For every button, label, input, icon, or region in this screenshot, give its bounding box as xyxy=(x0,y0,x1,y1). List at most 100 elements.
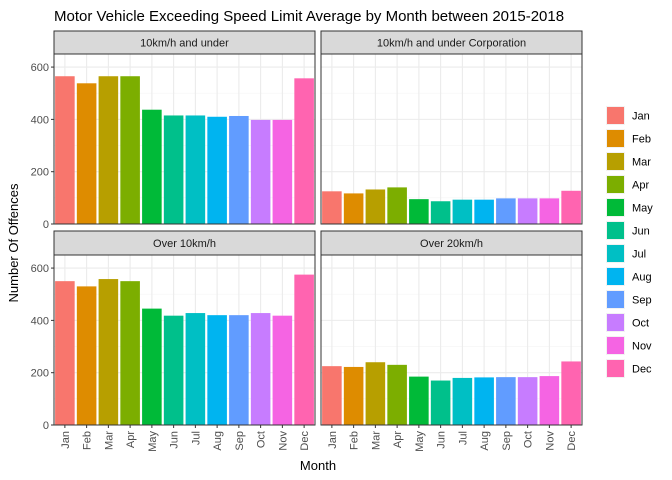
bar xyxy=(76,286,97,425)
panel-background xyxy=(54,54,315,224)
legend-label: Jan xyxy=(632,111,650,123)
x-tick-label: Feb xyxy=(349,431,361,450)
bar xyxy=(452,377,473,425)
x-tick-label: Jul xyxy=(190,431,202,445)
facet-panel: Over 10km/h 0 200 400 600 Jan Feb Mar Apr May Jun J… xyxy=(31,230,316,452)
bar xyxy=(496,198,516,224)
bar xyxy=(496,377,516,425)
bar xyxy=(98,279,119,425)
y-tick-label: 0 xyxy=(43,420,49,432)
x-axis-title: Month xyxy=(300,458,336,473)
x-tick-label: May xyxy=(414,431,426,452)
bar xyxy=(76,83,97,225)
legend-key xyxy=(607,360,624,377)
facet-panel: Over 20km/h Jan Feb Mar Apr May Jun Jul Aug Sep Oc… xyxy=(320,230,583,452)
x-tick-label: Jun xyxy=(169,431,181,449)
bar xyxy=(517,198,538,224)
x-tick-label: Feb xyxy=(82,431,94,450)
bar xyxy=(294,274,314,425)
legend-label: Mar xyxy=(632,157,651,169)
x-tick-label: Sep xyxy=(234,431,246,451)
bar xyxy=(452,199,473,224)
legend-key xyxy=(607,153,624,170)
facet-strip-label: 10km/h and under Corporation xyxy=(377,38,526,50)
bar xyxy=(163,115,184,224)
bar xyxy=(561,190,581,224)
bar xyxy=(387,364,407,425)
y-tick-label: 200 xyxy=(31,368,49,380)
x-tick-label: May xyxy=(147,431,159,452)
bar xyxy=(343,193,364,224)
bar xyxy=(120,281,140,425)
x-tick-label: Jan xyxy=(327,431,339,449)
bar xyxy=(163,315,184,425)
legend-key xyxy=(607,199,624,216)
bar xyxy=(474,199,494,224)
bar xyxy=(120,76,140,224)
bar xyxy=(365,362,386,425)
panel-background xyxy=(321,54,582,224)
bar xyxy=(539,376,560,425)
facet-strip-label: Over 10km/h xyxy=(153,238,216,250)
legend-key xyxy=(607,130,624,147)
bar xyxy=(229,115,249,224)
legend-key xyxy=(607,107,624,124)
bar xyxy=(430,201,451,224)
x-tick-label: Dec xyxy=(566,431,578,451)
bar xyxy=(409,376,429,425)
chart-title: Motor Vehicle Exceeding Speed Limit Aver… xyxy=(54,8,564,25)
legend-label: Feb xyxy=(632,134,651,146)
bar xyxy=(272,315,293,425)
x-tick-label: Nov xyxy=(544,431,556,451)
bar xyxy=(474,377,494,425)
legend-key xyxy=(607,176,624,193)
y-tick-label: 600 xyxy=(31,62,49,74)
bar xyxy=(343,366,364,425)
x-tick-label: Nov xyxy=(277,431,289,451)
x-tick-label: Oct xyxy=(256,431,268,448)
legend-label: Apr xyxy=(632,180,649,192)
bar xyxy=(272,119,293,224)
legend-label: Nov xyxy=(632,341,652,353)
bar xyxy=(55,281,75,425)
y-tick-label: 400 xyxy=(31,315,49,327)
bar xyxy=(365,189,386,224)
bar xyxy=(387,187,407,224)
legend-label: Dec xyxy=(632,364,652,376)
y-tick-label: 600 xyxy=(31,263,49,275)
x-tick-label: Jan xyxy=(60,431,72,449)
x-tick-label: Aug xyxy=(212,431,224,451)
bar xyxy=(322,191,342,224)
panel-border xyxy=(320,53,583,225)
bar xyxy=(430,380,451,425)
x-tick-label: Apr xyxy=(125,431,137,448)
bar xyxy=(207,315,227,425)
bar xyxy=(517,377,538,425)
x-tick-label: Aug xyxy=(479,431,491,451)
legend-label: Sep xyxy=(632,295,652,307)
legend-key xyxy=(607,337,624,354)
y-tick-label: 400 xyxy=(31,114,49,126)
bar xyxy=(142,109,162,224)
panel-border xyxy=(53,53,316,225)
facet-strip xyxy=(53,230,316,256)
panel-border xyxy=(320,254,583,426)
legend: Jan Feb Mar Apr May Jun Jul Aug Sep Oct Nov Dec xyxy=(606,106,653,378)
legend-label: Jul xyxy=(632,249,646,261)
bar xyxy=(250,119,271,224)
x-tick-label: Mar xyxy=(370,431,382,450)
panel-background xyxy=(54,255,315,425)
bar xyxy=(142,308,162,425)
y-tick-label: 0 xyxy=(43,219,49,231)
x-tick-label: Apr xyxy=(392,431,404,448)
bar xyxy=(98,76,119,224)
legend-key xyxy=(607,222,624,239)
facet-panel: 10km/h and under Corporation xyxy=(320,30,583,225)
y-axis-title: Number Of Offences xyxy=(6,183,21,302)
bar xyxy=(561,361,581,425)
legend-key xyxy=(607,291,624,308)
bar xyxy=(539,198,560,224)
bar xyxy=(294,78,314,224)
